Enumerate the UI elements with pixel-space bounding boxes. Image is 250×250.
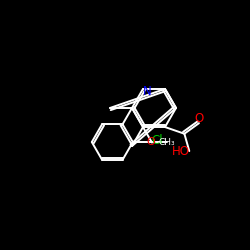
Text: N: N — [142, 86, 151, 98]
Text: Cl: Cl — [152, 134, 163, 147]
Text: O: O — [146, 137, 155, 147]
Text: O: O — [194, 112, 203, 125]
Text: CH₃: CH₃ — [159, 138, 175, 146]
Text: HO: HO — [172, 144, 190, 158]
